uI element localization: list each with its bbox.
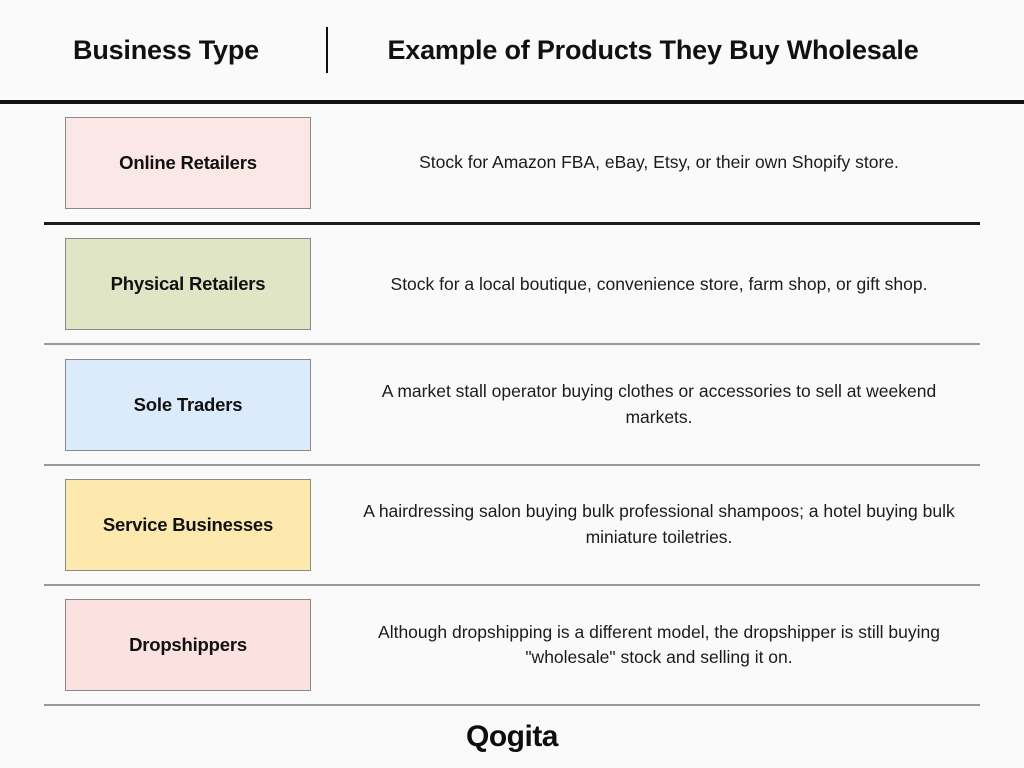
row-label-cell: Physical Retailers <box>44 238 332 331</box>
business-type-box: Dropshippers <box>65 598 311 691</box>
row-divider <box>44 222 980 226</box>
qogita-logo: Qogita <box>466 720 559 753</box>
business-type-description: Although dropshipping is a different mod… <box>378 621 940 667</box>
business-type-box: Online Retailers <box>65 117 311 210</box>
row-label-cell: Service Businesses <box>44 478 332 571</box>
business-type-description: Stock for a local boutique, convenience … <box>390 273 928 294</box>
business-type-description: A hairdressing salon buying bulk profess… <box>363 501 955 547</box>
business-type-label: Physical Retailers <box>110 273 266 295</box>
table-row: Dropshippers Although dropshipping is a … <box>0 586 1024 704</box>
table-header: Business Type Example of Products They B… <box>0 0 1024 100</box>
header-vertical-separator <box>326 27 328 73</box>
business-type-label: Online Retailers <box>119 152 257 174</box>
row-label-cell: Sole Traders <box>44 358 332 451</box>
header-label-business-type: Business Type <box>73 34 259 65</box>
business-type-description: A market stall operator buying clothes o… <box>381 381 937 427</box>
business-type-label: Service Businesses <box>102 513 274 535</box>
business-type-description: Stock for Amazon FBA, eBay, Etsy, or the… <box>419 152 899 173</box>
header-label-example: Example of Products They Buy Wholesale <box>387 34 919 65</box>
row-divider <box>44 704 980 707</box>
row-label-cell: Dropshippers <box>44 598 332 691</box>
table-row: Sole Traders A market stall operator buy… <box>0 345 1024 463</box>
table-row: Service Businesses A hairdressing salon … <box>0 466 1024 584</box>
row-description-cell: A market stall operator buying clothes o… <box>332 379 1024 430</box>
row-description-cell: A hairdressing salon buying bulk profess… <box>332 499 1024 550</box>
table-body: Online Retailers Stock for Amazon FBA, e… <box>0 104 1024 707</box>
header-cell-example: Example of Products They Buy Wholesale <box>328 35 1024 66</box>
row-description-cell: Stock for Amazon FBA, eBay, Etsy, or the… <box>332 150 1024 175</box>
business-type-box: Physical Retailers <box>65 238 311 331</box>
footer: Qogita <box>0 706 1024 768</box>
row-label-cell: Online Retailers <box>44 117 332 210</box>
table-row: Online Retailers Stock for Amazon FBA, e… <box>0 104 1024 222</box>
business-type-label: Sole Traders <box>133 393 243 415</box>
row-divider <box>44 463 980 466</box>
row-description-cell: Stock for a local boutique, convenience … <box>332 272 1024 297</box>
header-cell-business-type: Business Type <box>22 35 310 66</box>
row-divider <box>44 583 980 586</box>
row-divider <box>44 343 980 346</box>
business-type-box: Service Businesses <box>65 478 311 571</box>
header-bottom-rule <box>0 100 1024 104</box>
business-type-label: Dropshippers <box>129 633 247 655</box>
table-row: Physical Retailers Stock for a local bou… <box>0 225 1024 343</box>
business-type-box: Sole Traders <box>65 358 311 451</box>
row-description-cell: Although dropshipping is a different mod… <box>332 620 1024 671</box>
